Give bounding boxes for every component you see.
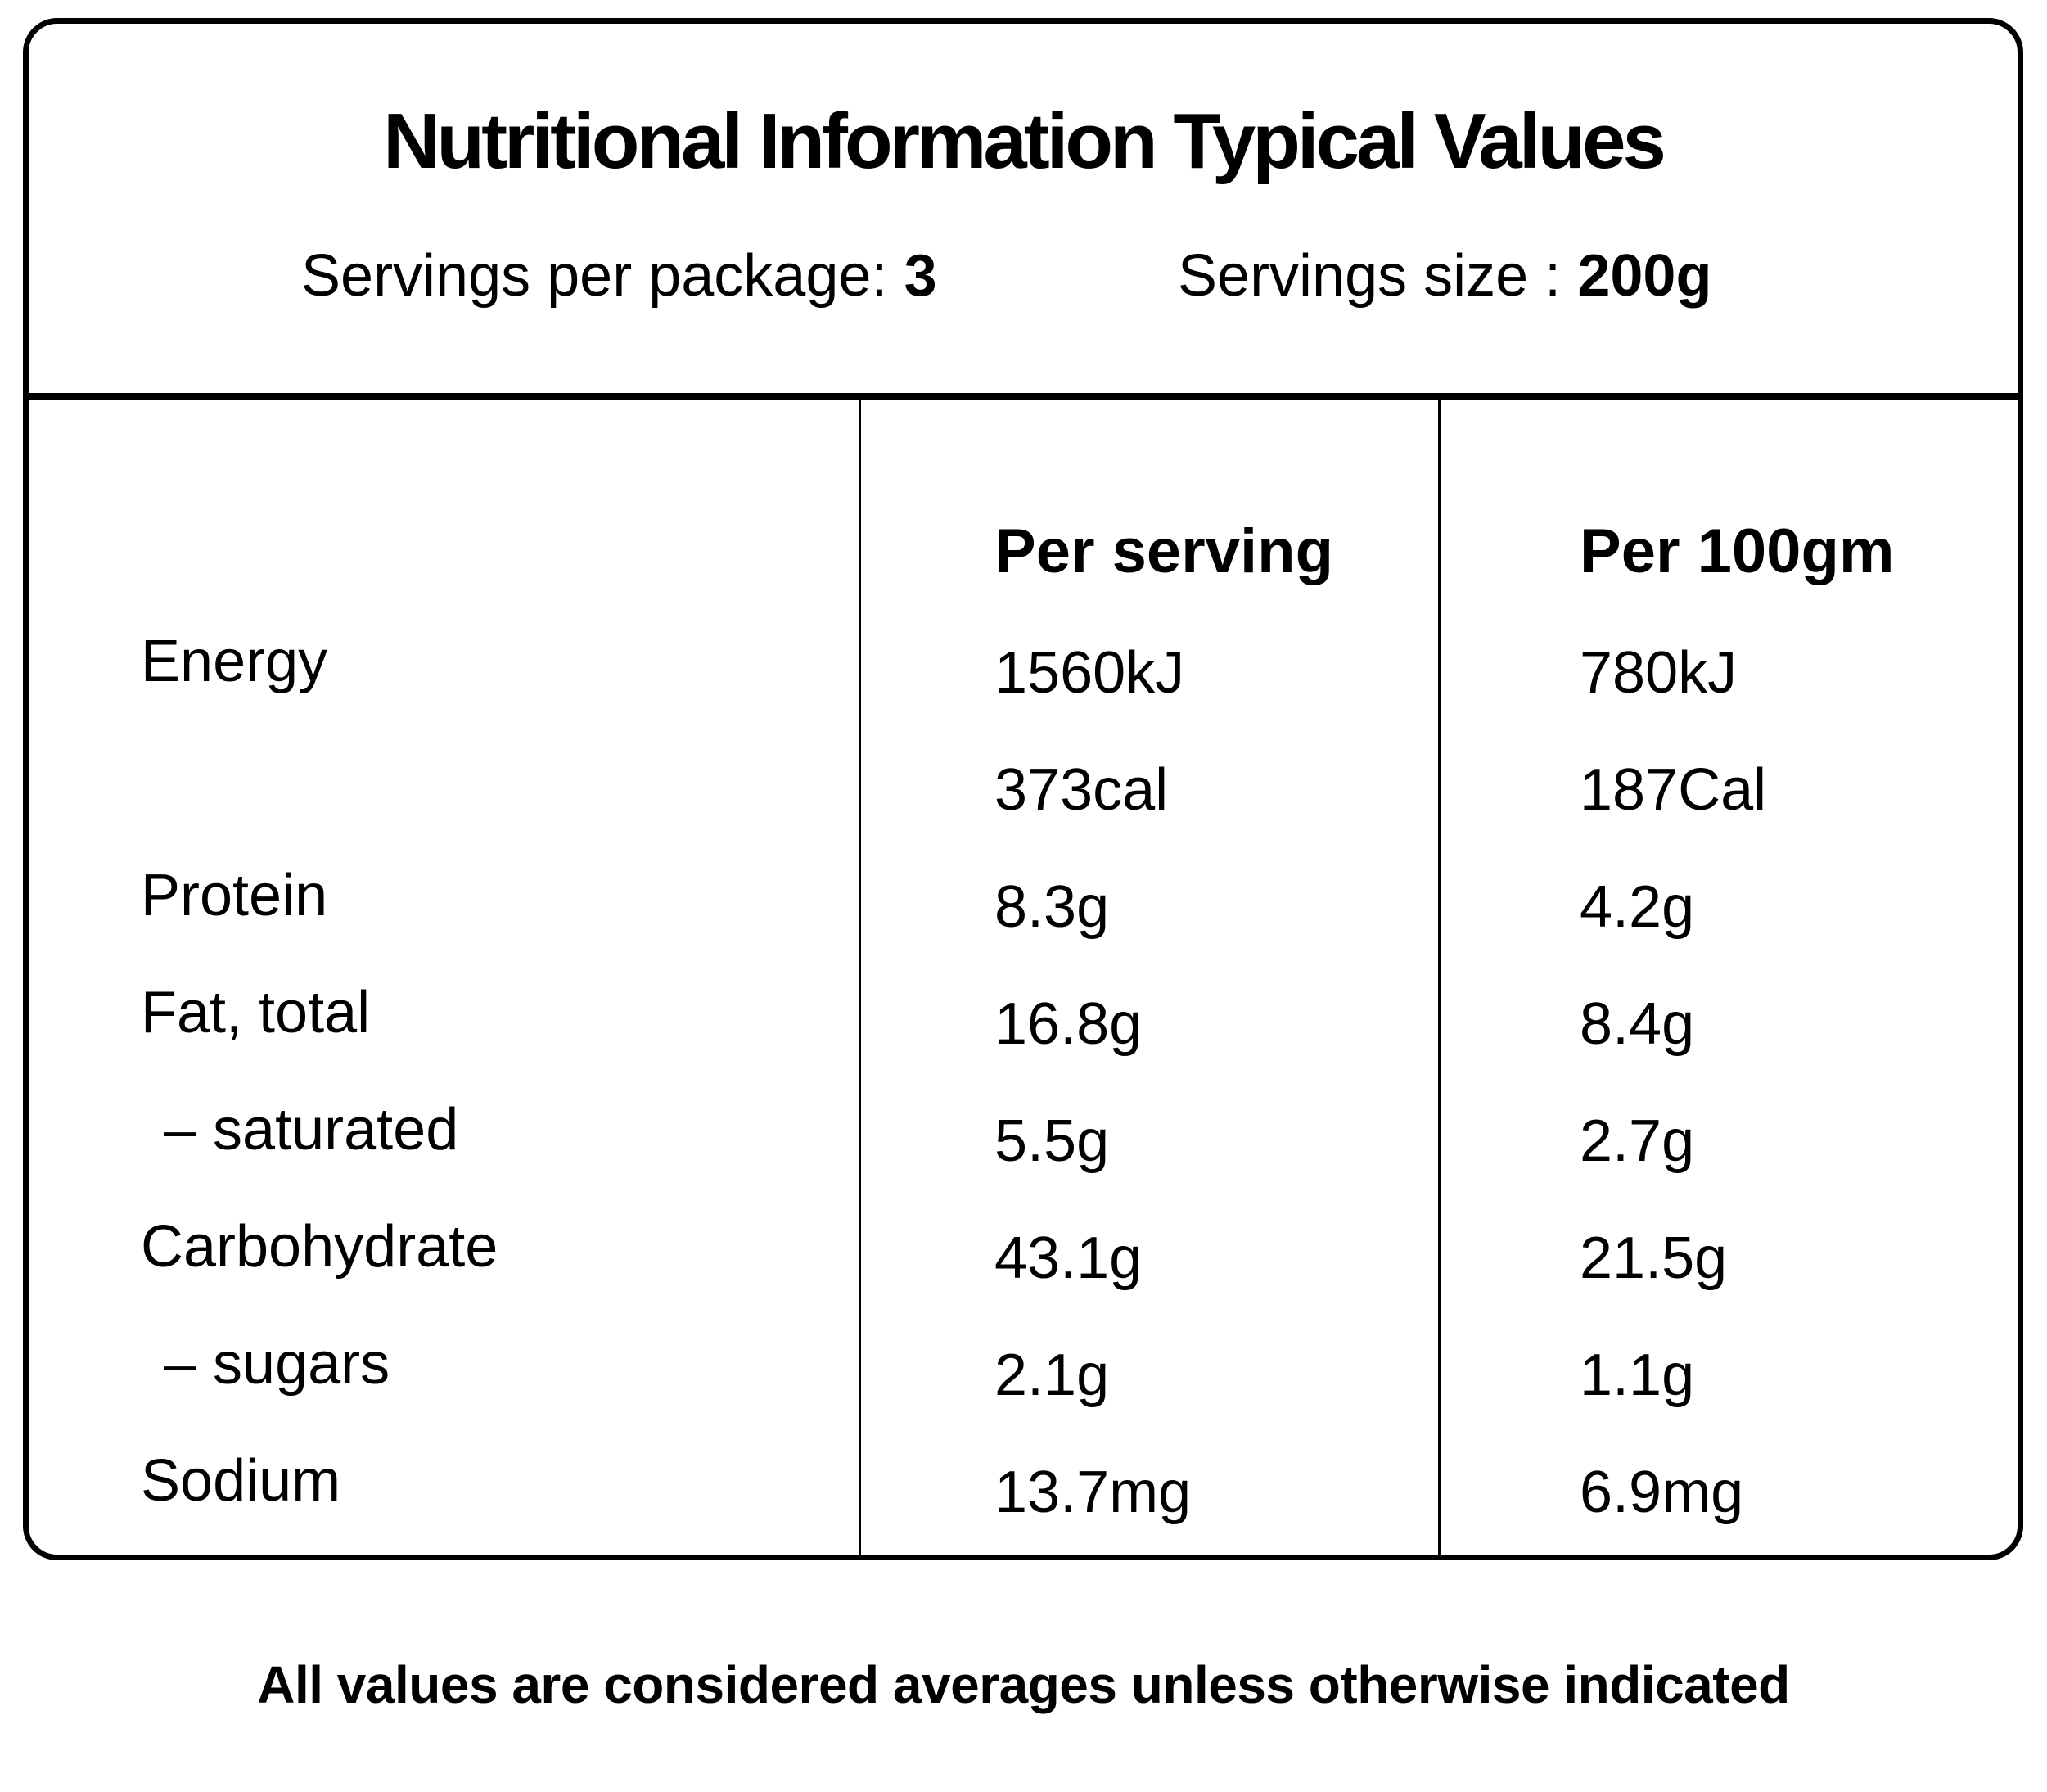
value-saturated-per-100gm: 2.7g bbox=[1580, 1108, 1695, 1174]
value-carbohydrate-per-100gm: 21.5g bbox=[1580, 1226, 1728, 1291]
servings-per-package-label: Servings per package: bbox=[301, 243, 888, 309]
header-divider-line bbox=[23, 393, 2023, 400]
row-label-energy: Energy bbox=[141, 629, 328, 694]
value-energy-per-100gm: 780kJ bbox=[1580, 640, 1738, 706]
row-label-sugars: – sugars bbox=[164, 1331, 390, 1397]
servings-size-value: 200g bbox=[1577, 243, 1712, 309]
row-label-sodium: Sodium bbox=[141, 1448, 341, 1514]
row-label-carbohydrate: Carbohydrate bbox=[141, 1214, 498, 1280]
footer-note: All values are considered averages unles… bbox=[257, 1655, 1790, 1714]
value-protein-per-serving: 8.3g bbox=[994, 874, 1110, 940]
value-energy-per-serving: 1560kJ bbox=[994, 640, 1185, 706]
row-label-protein: Protein bbox=[141, 863, 328, 928]
row-label-saturated: – saturated bbox=[164, 1097, 459, 1162]
servings-size-label: Servings size : bbox=[1178, 243, 1562, 309]
column-header-per-100gm: Per 100gm bbox=[1580, 517, 1895, 586]
value-saturated-per-serving: 5.5g bbox=[994, 1108, 1110, 1174]
page-title: Nutritional Information Typical Values bbox=[383, 97, 1666, 185]
row-label-fat-total: Fat, total bbox=[141, 980, 371, 1045]
value-protein-per-100gm: 4.2g bbox=[1580, 874, 1695, 940]
value-sodium-per-100gm: 6.9mg bbox=[1580, 1460, 1744, 1525]
servings-per-package-value: 3 bbox=[904, 243, 937, 309]
label-border-panel bbox=[23, 18, 2023, 1560]
value-carbohydrate-per-serving: 43.1g bbox=[994, 1226, 1143, 1291]
column-separator-1 bbox=[859, 400, 861, 1560]
column-header-per-serving: Per serving bbox=[994, 517, 1333, 586]
value-fat-total-per-100gm: 8.4g bbox=[1580, 991, 1695, 1057]
value-sugars-per-100gm: 1.1g bbox=[1580, 1343, 1695, 1408]
value-sodium-per-serving: 13.7mg bbox=[994, 1460, 1192, 1525]
value-sugars-per-serving: 2.1g bbox=[994, 1343, 1110, 1408]
servings-per-package: Servings per package: 3 bbox=[301, 246, 937, 305]
value-energy-cal-per-100gm: 187Cal bbox=[1580, 757, 1767, 823]
value-energy-cal-per-serving: 373cal bbox=[994, 757, 1169, 823]
value-fat-total-per-serving: 16.8g bbox=[994, 991, 1143, 1057]
column-separator-2 bbox=[1438, 400, 1441, 1560]
servings-size: Servings size :200g bbox=[1178, 246, 1711, 305]
